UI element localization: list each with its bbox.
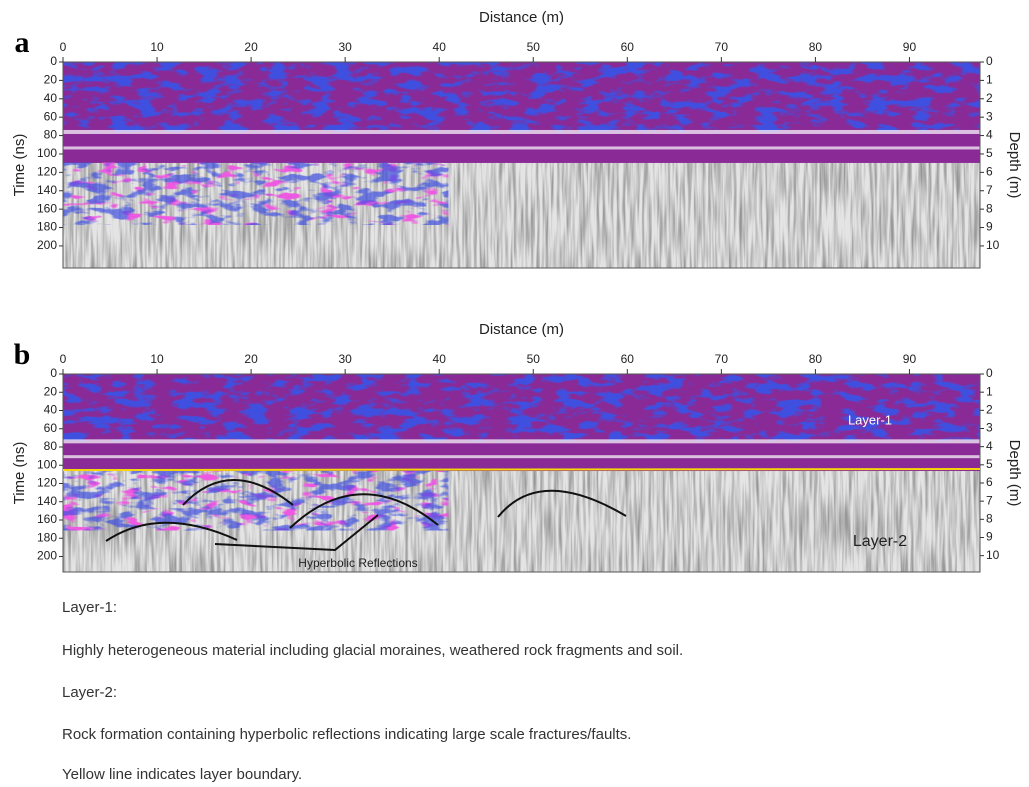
panel-label: a xyxy=(15,26,30,59)
y-tick-label: 80 xyxy=(44,128,58,142)
x-tick-label: 90 xyxy=(903,40,917,54)
y-axis-title: Time (ns) xyxy=(11,134,28,197)
y2-axis-title: Depth (m) xyxy=(1006,440,1023,507)
white-streak xyxy=(63,439,980,443)
y2-tick-label: 9 xyxy=(986,220,993,234)
reflections-blue xyxy=(63,163,448,225)
x-tick-label: 70 xyxy=(715,40,729,54)
x-axis-title: Distance (m) xyxy=(479,9,564,26)
y2-tick-label: 0 xyxy=(986,366,993,380)
layer-1-label: Layer-1 xyxy=(848,412,892,427)
y-tick-label: 160 xyxy=(37,201,57,215)
y2-tick-label: 10 xyxy=(986,238,1000,252)
white-streak xyxy=(63,130,980,134)
x-axis-title: Distance (m) xyxy=(479,321,564,338)
x-tick-label: 40 xyxy=(433,352,447,366)
y-tick-label: 120 xyxy=(37,476,57,490)
y2-tick-label: 9 xyxy=(986,530,993,544)
x-tick-label: 80 xyxy=(809,352,823,366)
radargram xyxy=(63,374,980,572)
y-tick-label: 20 xyxy=(44,73,58,87)
y-tick-label: 120 xyxy=(37,165,57,179)
x-tick-label: 10 xyxy=(150,40,164,54)
y2-tick-label: 3 xyxy=(986,109,993,123)
y2-tick-label: 8 xyxy=(986,511,993,525)
radargram xyxy=(63,62,980,268)
caption-line: Layer-1: xyxy=(62,599,117,616)
y2-tick-label: 0 xyxy=(986,54,993,68)
x-tick-label: 30 xyxy=(338,40,352,54)
y-tick-label: 100 xyxy=(37,457,57,471)
y-tick-label: 40 xyxy=(44,403,58,417)
y2-tick-label: 7 xyxy=(986,183,993,197)
y-tick-label: 60 xyxy=(44,109,58,123)
y2-tick-label: 8 xyxy=(986,201,993,215)
layer-boundary xyxy=(63,469,980,470)
x-tick-label: 40 xyxy=(433,40,447,54)
x-tick-label: 10 xyxy=(150,352,164,366)
y2-tick-label: 4 xyxy=(986,128,993,142)
x-tick-label: 90 xyxy=(903,352,917,366)
y-tick-label: 180 xyxy=(37,530,57,544)
y2-tick-label: 3 xyxy=(986,421,993,435)
y2-tick-label: 7 xyxy=(986,493,993,507)
y2-tick-label: 5 xyxy=(986,457,993,471)
x-tick-label: 50 xyxy=(527,40,541,54)
y-tick-label: 60 xyxy=(44,421,58,435)
x-tick-label: 20 xyxy=(244,352,258,366)
y-tick-label: 40 xyxy=(44,91,58,105)
y-tick-label: 160 xyxy=(37,512,57,526)
x-tick-label: 20 xyxy=(244,40,258,54)
y2-tick-label: 5 xyxy=(986,146,993,160)
white-streak xyxy=(63,146,980,149)
y-tick-label: 0 xyxy=(50,366,57,380)
y-tick-label: 140 xyxy=(37,183,57,197)
y-tick-label: 0 xyxy=(50,54,57,68)
y-tick-label: 200 xyxy=(37,549,57,563)
y2-tick-label: 2 xyxy=(986,91,993,105)
x-tick-label: 30 xyxy=(338,352,352,366)
y-tick-label: 80 xyxy=(44,439,58,453)
caption-line: Layer-2: xyxy=(62,684,117,701)
y2-tick-label: 10 xyxy=(986,548,1000,562)
upper-band-blue xyxy=(63,62,980,132)
y-axis-title: Time (ns) xyxy=(11,442,28,505)
figure: aDistance (m)Time (ns)Depth (m)010203040… xyxy=(0,0,1029,787)
x-tick-label: 50 xyxy=(527,352,541,366)
layer-2-label: Layer-2 xyxy=(853,533,907,550)
white-streak xyxy=(63,455,980,458)
x-tick-label: 60 xyxy=(621,40,635,54)
y2-tick-label: 1 xyxy=(986,73,993,87)
y-tick-label: 100 xyxy=(37,146,57,160)
caption-line: Yellow line indicates layer boundary. xyxy=(62,766,302,783)
y2-tick-label: 1 xyxy=(986,384,993,398)
hyperbolic-label: Hyperbolic Reflections xyxy=(298,556,417,570)
y2-tick-label: 6 xyxy=(986,475,993,489)
y-tick-label: 140 xyxy=(37,494,57,508)
x-tick-label: 70 xyxy=(715,352,729,366)
caption-line: Rock formation containing hyperbolic ref… xyxy=(62,726,631,743)
x-tick-label: 0 xyxy=(60,352,67,366)
x-tick-label: 60 xyxy=(621,352,635,366)
x-tick-label: 80 xyxy=(809,40,823,54)
y-tick-label: 180 xyxy=(37,220,57,234)
panel-label: b xyxy=(14,338,31,371)
caption-line: Highly heterogeneous material including … xyxy=(62,642,683,659)
y-tick-label: 200 xyxy=(37,238,57,252)
y2-tick-label: 2 xyxy=(986,403,993,417)
y2-tick-label: 6 xyxy=(986,165,993,179)
upper-band-blue xyxy=(63,374,980,441)
reflections-blue xyxy=(63,471,448,530)
y-tick-label: 20 xyxy=(44,384,58,398)
x-tick-label: 0 xyxy=(60,40,67,54)
y2-axis-title: Depth (m) xyxy=(1006,132,1023,199)
y2-tick-label: 4 xyxy=(986,439,993,453)
